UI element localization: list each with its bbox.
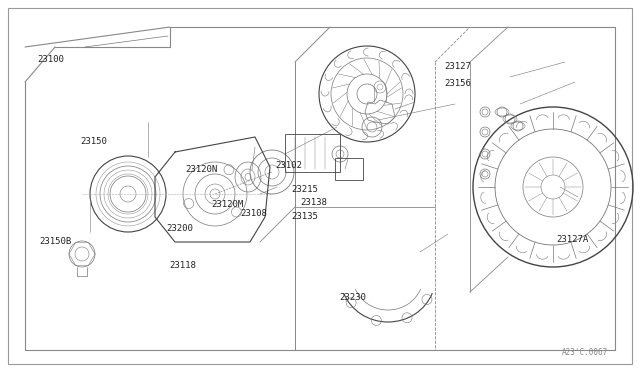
Text: 23118: 23118: [170, 262, 196, 270]
Bar: [335, 158, 363, 180]
Bar: [285, 134, 340, 172]
Text: 23150: 23150: [80, 137, 107, 146]
Text: 23127A: 23127A: [557, 235, 589, 244]
Text: 23150B: 23150B: [40, 237, 72, 246]
Text: 23135: 23135: [291, 212, 318, 221]
Text: 23138: 23138: [301, 198, 328, 207]
Text: 23108: 23108: [240, 209, 267, 218]
Text: 23120N: 23120N: [186, 165, 218, 174]
Text: 23127: 23127: [445, 62, 472, 71]
Text: 23100: 23100: [37, 55, 64, 64]
Text: 23102: 23102: [275, 161, 302, 170]
Text: 23200: 23200: [166, 224, 193, 233]
Text: 23230: 23230: [339, 293, 366, 302]
Text: 23156: 23156: [445, 79, 472, 88]
Text: A23'C.0067: A23'C.0067: [562, 348, 608, 357]
Text: 23215: 23215: [291, 185, 318, 194]
Text: 23120M: 23120M: [211, 200, 243, 209]
